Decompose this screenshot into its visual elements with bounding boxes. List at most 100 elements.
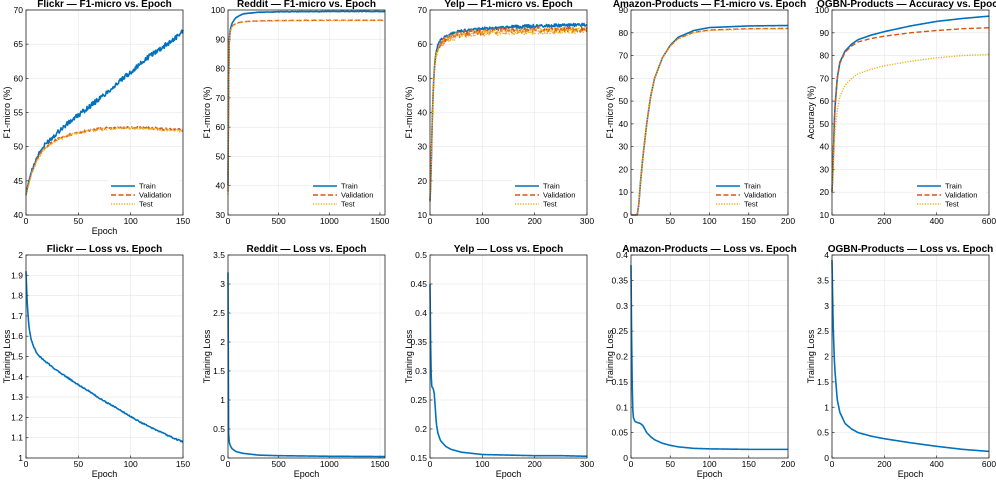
x-tick-label: 200 — [528, 216, 542, 226]
y-tick-label: 0.35 — [611, 275, 628, 285]
series-test-line — [831, 53, 990, 193]
series-train-line — [227, 10, 386, 186]
x-tick-label: 1000 — [320, 459, 339, 469]
y-tick-label: 1 — [220, 395, 225, 405]
x-tick-label: 0 — [24, 459, 29, 469]
y-axis-label: Training Loss — [2, 329, 12, 383]
y-tick-label: 1.8 — [11, 291, 23, 301]
chart-title: Reddit — Loss vs. Epoch — [246, 244, 366, 255]
series-validation-line — [831, 27, 990, 193]
chart-title: Amazon-Products — Loss vs. Epoch — [622, 244, 796, 255]
series-train-line — [831, 15, 990, 193]
plot-area — [430, 255, 587, 458]
y-axis-label: F1-micro (%) — [404, 87, 414, 139]
y-tick-label: 0.15 — [611, 377, 628, 387]
y-tick-label: 50 — [619, 96, 629, 106]
chart-title: Yelp — F1-micro vs. Epoch — [444, 0, 572, 10]
y-tick-label: 1.1 — [11, 433, 23, 443]
y-tick-label: 65 — [14, 39, 24, 49]
y-tick-label: 70 — [216, 93, 226, 103]
y-tick-label: 40 — [418, 108, 428, 118]
y-tick-label: 0.45 — [410, 279, 427, 289]
axes-frame — [630, 9, 789, 216]
y-tick-label: 0.2 — [616, 352, 628, 362]
x-tick-label: 400 — [930, 459, 944, 469]
y-tick-label: 30 — [619, 142, 629, 152]
chart-flickr-f1: 0 50 100 150 40 45 50 55 60 65 70 Flickr — F1-micro… — [2, 0, 190, 236]
axes-frame — [227, 254, 386, 459]
x-tick-label: 300 — [580, 459, 594, 469]
y-tick-label: 80 — [619, 28, 629, 38]
y-tick-label: 40 — [216, 181, 226, 191]
x-tick-label: 100 — [475, 459, 489, 469]
chart-ogbn-acc: 0 200 400 600 10 20 30 40 50 60 70 80 90 100OGBN-Prod… — [806, 0, 996, 226]
y-tick-label: 1 — [824, 402, 829, 412]
y-tick-label: 10 — [418, 210, 428, 220]
y-tick-label: 55 — [14, 108, 24, 118]
series-train-line — [429, 283, 588, 458]
x-axis-label: Epoch — [92, 226, 118, 236]
legend-label: Validation — [945, 191, 977, 200]
x-axis-label: Epoch — [697, 469, 723, 479]
y-tick-label: 90 — [619, 5, 629, 15]
y-tick-label: 0 — [623, 210, 628, 220]
y-tick-label: 50 — [14, 142, 24, 152]
axes-frame — [630, 254, 789, 459]
y-tick-label: 80 — [820, 51, 830, 61]
y-tick-label: 1 — [18, 453, 23, 463]
x-tick-label: 1500 — [370, 216, 389, 226]
legend-label: Train — [945, 182, 962, 191]
y-tick-label: 1.6 — [11, 331, 23, 341]
y-tick-label: 0.5 — [213, 424, 225, 434]
y-tick-label: 0.2 — [415, 424, 427, 434]
x-tick-label: 200 — [877, 459, 891, 469]
legend-label: Train — [744, 182, 761, 191]
axes-frame — [25, 254, 184, 459]
y-axis-label: F1-micro (%) — [202, 87, 212, 139]
legend-label: Test — [341, 200, 356, 209]
x-tick-label: 200 — [528, 459, 542, 469]
y-tick-label: 60 — [216, 122, 226, 132]
y-tick-label: 4 — [824, 250, 829, 260]
x-tick-label: 0 — [24, 216, 29, 226]
legend-label: Train — [139, 182, 156, 191]
legend-label: Validation — [139, 191, 171, 200]
y-tick-label: 0 — [623, 453, 628, 463]
y-tick-label: 40 — [820, 142, 830, 152]
axes-frame — [429, 254, 588, 459]
legend-label: Validation — [341, 191, 373, 200]
chart-title: Flickr — Loss vs. Epoch — [47, 244, 163, 255]
y-axis-label: Training Loss — [806, 329, 816, 383]
y-tick-label: 0.25 — [410, 395, 427, 405]
y-tick-label: 3.5 — [817, 275, 829, 285]
x-tick-label: 0 — [428, 459, 433, 469]
y-tick-label: 70 — [418, 5, 428, 15]
y-tick-label: 45 — [14, 176, 24, 186]
plot-area — [228, 255, 385, 458]
x-tick-label: 100 — [475, 216, 489, 226]
y-tick-label: 10 — [820, 210, 830, 220]
y-tick-label: 70 — [14, 5, 24, 15]
y-tick-label: 70 — [820, 73, 830, 83]
chart-yelp-f1: 0 100 200 300 10 20 30 40 50 60 70 Yelp — F1-micro … — [404, 0, 594, 226]
chart-ogbn-loss: 0 200 400 600 0 0.5 1 1.5 2 2.5 3 3.5 4OGBN-Products… — [806, 244, 996, 479]
y-tick-label: 20 — [820, 187, 830, 197]
legend-label: Test — [139, 200, 154, 209]
y-tick-label: 3.5 — [213, 250, 225, 260]
chart-yelp-loss: 0 100 200 300 0.15 0.2 0.25 0.3 0.35 0.4 0.45 0.5 Ye… — [404, 244, 594, 479]
y-tick-label: 0.05 — [611, 428, 628, 438]
y-tick-label: 0.5 — [415, 250, 427, 260]
x-tick-label: 0 — [830, 459, 835, 469]
x-tick-label: 150 — [742, 459, 756, 469]
y-tick-label: 2.5 — [213, 308, 225, 318]
x-tick-label: 600 — [982, 216, 996, 226]
y-tick-label: 3 — [824, 301, 829, 311]
x-tick-label: 200 — [781, 216, 795, 226]
y-tick-label: 60 — [14, 73, 24, 83]
series-train-line — [831, 260, 990, 453]
